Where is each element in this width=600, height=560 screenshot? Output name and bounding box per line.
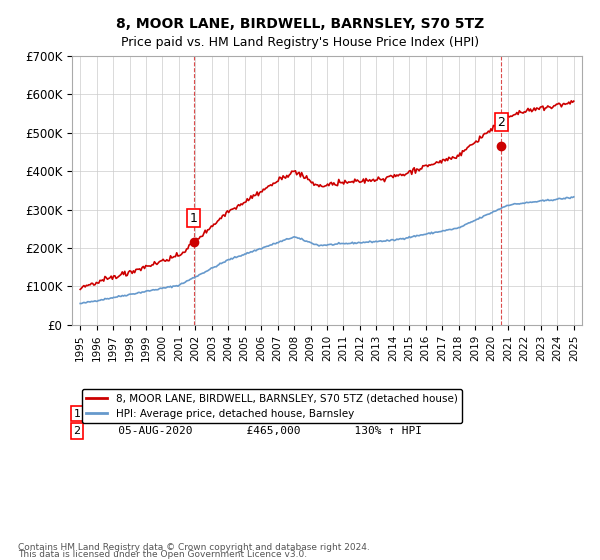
- Legend: 8, MOOR LANE, BIRDWELL, BARNSLEY, S70 5TZ (detached house), HPI: Average price, : 8, MOOR LANE, BIRDWELL, BARNSLEY, S70 5T…: [82, 389, 461, 423]
- Text: This data is licensed under the Open Government Licence v3.0.: This data is licensed under the Open Gov…: [18, 550, 307, 559]
- Text: 8, MOOR LANE, BIRDWELL, BARNSLEY, S70 5TZ: 8, MOOR LANE, BIRDWELL, BARNSLEY, S70 5T…: [116, 17, 484, 31]
- Text: 2: 2: [74, 426, 80, 436]
- Text: Contains HM Land Registry data © Crown copyright and database right 2024.: Contains HM Land Registry data © Crown c…: [18, 543, 370, 552]
- Text: 05-AUG-2020        £465,000        130% ↑ HPI: 05-AUG-2020 £465,000 130% ↑ HPI: [97, 426, 421, 436]
- Text: 1: 1: [190, 212, 198, 225]
- Text: 1: 1: [74, 408, 80, 418]
- Text: 2: 2: [497, 116, 505, 129]
- Text: Price paid vs. HM Land Registry's House Price Index (HPI): Price paid vs. HM Land Registry's House …: [121, 36, 479, 49]
- Text: 28-NOV-2001        £215,000        190% ↑ HPI: 28-NOV-2001 £215,000 190% ↑ HPI: [97, 408, 421, 418]
